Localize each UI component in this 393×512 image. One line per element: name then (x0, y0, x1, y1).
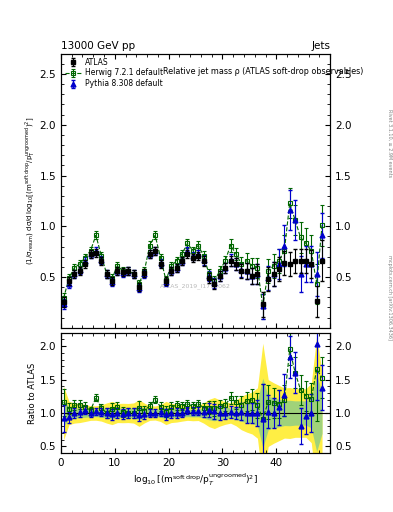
Text: ATLAS_2019_I1772062: ATLAS_2019_I1772062 (160, 284, 231, 289)
Text: Rivet 3.1.10, ≥ 2.9M events: Rivet 3.1.10, ≥ 2.9M events (387, 109, 392, 178)
Text: Relative jet mass ρ (ATLAS soft-drop observables): Relative jet mass ρ (ATLAS soft-drop obs… (163, 68, 364, 76)
Text: mcplots.cern.ch [arXiv:1306.3436]: mcplots.cern.ch [arXiv:1306.3436] (387, 254, 392, 339)
X-axis label: $\log_{10}$[(m$^{\rm soft\,drop}$/p$_T^{\rm ungroomed}$)$^2$]: $\log_{10}$[(m$^{\rm soft\,drop}$/p$_T^{… (133, 472, 258, 488)
Y-axis label: (1/σ$_{\mathrm{resum}}$) dσ/d log$_{10}$[(m$^{\mathrm{soft\,drop}}$/p$_\mathrm{T: (1/σ$_{\mathrm{resum}}$) dσ/d log$_{10}$… (23, 117, 37, 265)
Text: Jets: Jets (311, 41, 330, 51)
Y-axis label: Ratio to ATLAS: Ratio to ATLAS (28, 362, 37, 423)
Text: 13000 GeV pp: 13000 GeV pp (61, 41, 135, 51)
Legend: ATLAS, Herwig 7.2.1 default, Pythia 8.308 default: ATLAS, Herwig 7.2.1 default, Pythia 8.30… (63, 56, 164, 90)
